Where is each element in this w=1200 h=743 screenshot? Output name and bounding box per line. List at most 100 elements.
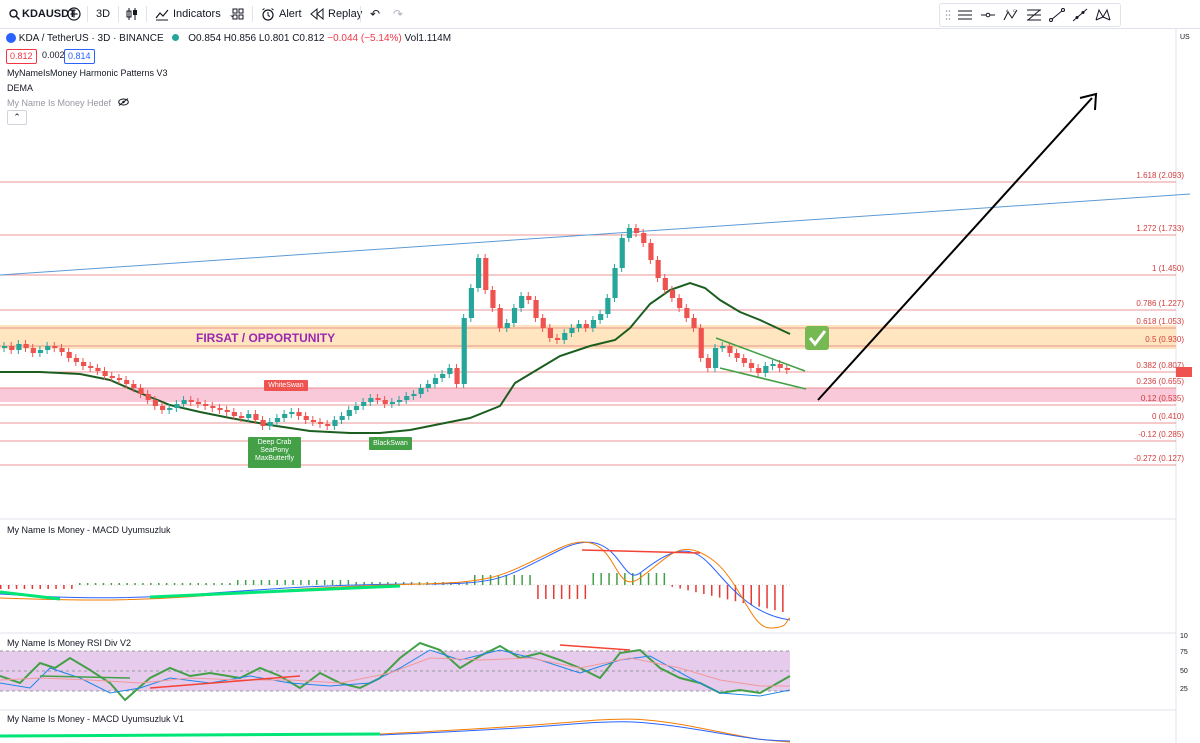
candle-body [332,420,338,426]
white-swan-badge: WhiteSwan [264,380,308,391]
candle-body [152,400,158,406]
macd-hist-bar [774,585,776,611]
macd-hist-bar [276,580,278,585]
legend-open: O0.854 [188,33,222,44]
redo-button[interactable]: ↷ [390,4,406,24]
candle-body [698,328,704,358]
last-price-marker [1176,367,1192,377]
candle-body [389,402,395,404]
candle-body [52,346,58,348]
indicator-harmonic[interactable]: MyNameIsMoney Harmonic Patterns V3 [7,68,168,78]
candle-body [210,406,216,408]
candle-body [109,376,115,378]
chart-canvas[interactable] [0,28,1200,743]
indicators-button[interactable]: Indicators ⌄ [154,4,235,24]
macd-hist-bar [79,583,81,585]
macd-hist-bar [31,585,34,589]
rsi-pane-title[interactable]: My Name Is Money RSI Div V2 [7,638,132,648]
candle-body [102,371,108,376]
macd-hist-bar [189,583,192,585]
candle-body [397,400,403,402]
macd-hist-bar [616,573,618,585]
macd-hist-bar [260,580,263,585]
candle-body [569,328,575,333]
indicator-hedef[interactable]: My Name Is Money Hedef [7,98,129,108]
symbol-label: KDAUSDT [22,8,76,20]
macd-hist-bar [300,580,302,585]
undo-button[interactable]: ↶ [367,4,383,24]
macd-hist-bar [584,585,587,599]
bid-price[interactable]: 0.812 [6,49,37,64]
candle-body [454,368,460,384]
spread-value: 0.002 [42,50,65,60]
candle-body [274,418,281,422]
candle-body [231,412,237,416]
fib-retracement-icon[interactable] [1024,6,1044,24]
candle-body [81,362,87,366]
candle-body [756,368,762,373]
compare-button[interactable] [66,4,82,24]
market-status-icon [172,34,180,41]
alert-button[interactable]: Alert [260,4,302,24]
candle-body [669,290,676,298]
opportunity-label: FIRSAT / OPPORTUNITY [196,331,336,345]
macd-hist-bar [750,585,752,605]
macd-hist-bar [466,582,468,585]
symbol-search[interactable]: KDAUSDT [6,4,76,24]
macd-hist-bar [410,582,413,585]
candle-body [619,238,625,268]
fib-level-label: -0.272 (0.127) [1133,454,1184,463]
macd-hist-bar [339,580,342,585]
rsi-tick: 75 [1180,649,1188,656]
candle-body [648,243,654,260]
macd-divergence-line-2 [149,584,401,599]
eye-hidden-icon[interactable] [117,98,129,108]
candle-body [325,424,331,426]
horizontal-ray-icon[interactable] [978,6,998,24]
replay-button[interactable]: Replay [309,4,362,24]
templates-button[interactable] [230,4,246,24]
rsi-ma-line [0,657,790,687]
dema-line [0,281,791,434]
macd-v1-signal-line [379,718,791,743]
candle-body [145,394,151,400]
macd-hist-bar [505,575,508,585]
trend-line-icon[interactable] [1047,6,1067,24]
interval-button[interactable]: 3D [96,4,110,24]
candle-body [504,323,510,328]
macd-v1-pane-title[interactable]: My Name Is Money - MACD Uyumsuzluk V1 [7,714,185,724]
candle-body [246,414,252,418]
candle-body [124,380,130,384]
fib-level-label: 1.272 (1.733) [1136,224,1184,233]
candle-body [95,368,101,371]
candle-body [461,318,467,384]
candle-body [195,402,202,404]
macd-hist-bar [529,575,531,585]
macd-hist-bar [181,583,184,585]
trend-line [0,193,1191,276]
indicator-dema[interactable]: DEMA [7,83,34,93]
ray-line-icon[interactable] [1070,6,1090,24]
xabcd-pattern-icon[interactable] [1093,6,1113,24]
chart-type-button[interactable] [124,4,140,24]
macd-hist-bar [758,585,760,607]
candle-body [88,366,94,368]
macd-hist-bar [687,585,689,591]
macd-hist-bar [63,585,65,589]
macd-hist-bar [173,583,176,585]
rewind-icon [309,6,325,22]
candle-body [641,233,647,243]
macd-pane-title[interactable]: My Name Is Money - MACD Uyumsuzluk [7,525,171,535]
macd-hist-bar [734,585,737,602]
indicators-label: Indicators [173,8,221,20]
candles-icon [124,6,140,22]
alarm-clock-icon [260,6,276,22]
horizontal-lines-icon[interactable] [955,6,975,24]
collapse-legend-button[interactable]: ⌃ [7,110,27,125]
candle-body [23,344,29,348]
candle-body [174,404,180,408]
ask-price[interactable]: 0.814 [64,49,95,64]
drag-handle-icon[interactable] [944,6,952,24]
candle-body [310,420,316,422]
